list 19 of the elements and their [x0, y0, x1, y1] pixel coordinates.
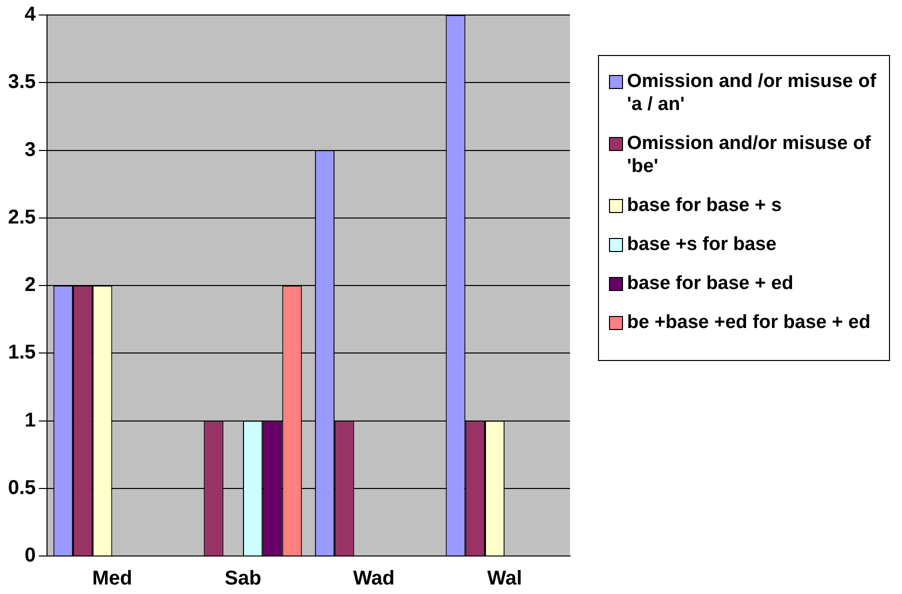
y-tick-label: 0.5 [8, 476, 36, 499]
legend-label: Omission and/or misuse of 'be' [627, 132, 872, 178]
x-tick-label: Sab [224, 568, 262, 590]
y-tick-label: 4 [24, 4, 37, 26]
y-tick-label: 3 [24, 138, 36, 161]
y-tick-label: 3.5 [8, 71, 36, 94]
y-tick-label: 1 [24, 409, 36, 432]
y-tick-label: 1.5 [8, 342, 36, 364]
y-tick-label: 2.5 [8, 206, 36, 228]
x-tick-label: Med [92, 568, 132, 590]
legend-label: base +s for base [627, 233, 776, 256]
legend-label: be +base +ed for base + ed [627, 311, 870, 334]
legend-label: base for base + s [627, 194, 782, 217]
legend-label: Omission and /or misuse of 'a / an' [627, 70, 878, 116]
x-tick-label: Wad [353, 568, 395, 590]
y-tick-label: 2 [24, 274, 36, 296]
x-tick-label: Wal [487, 568, 522, 590]
legend-label: base for base + ed [627, 272, 794, 295]
y-tick-label: 0 [24, 544, 36, 567]
